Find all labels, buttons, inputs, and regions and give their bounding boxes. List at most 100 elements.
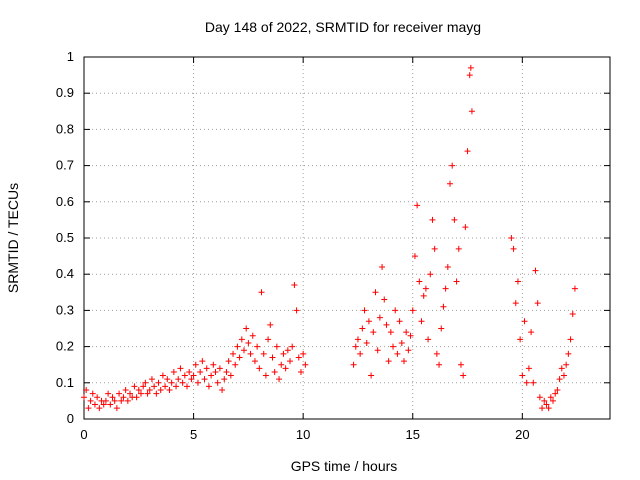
data-point <box>295 354 302 361</box>
y-tick-label: 1 <box>67 49 74 64</box>
data-point <box>394 350 401 357</box>
data-point <box>547 394 554 401</box>
data-point <box>545 405 552 412</box>
data-point <box>124 397 131 404</box>
data-point <box>365 318 372 325</box>
data-point <box>436 361 443 368</box>
data-point <box>396 318 403 325</box>
data-point <box>379 263 386 270</box>
data-point <box>151 383 158 390</box>
data-point <box>528 329 535 336</box>
data-point <box>153 390 160 397</box>
data-point <box>203 365 210 372</box>
data-point <box>300 350 307 357</box>
data-point <box>87 397 94 404</box>
data-point <box>100 401 107 408</box>
data-point <box>267 321 274 328</box>
data-point <box>414 202 421 209</box>
data-point <box>512 300 519 307</box>
data-point <box>558 365 565 372</box>
data-point <box>407 332 414 339</box>
data-point <box>186 368 193 375</box>
data-point <box>146 387 153 394</box>
data-point <box>89 390 96 397</box>
data-point <box>438 325 445 332</box>
data-point <box>148 376 155 383</box>
data-point <box>383 321 390 328</box>
data-point <box>517 336 524 343</box>
y-axis-label: SRMTID / TECUs <box>5 183 21 293</box>
data-point <box>85 405 92 412</box>
data-point <box>122 387 129 394</box>
data-point <box>451 216 458 223</box>
data-point <box>403 329 410 336</box>
data-point <box>140 383 147 390</box>
data-point <box>293 307 300 314</box>
data-point <box>370 329 377 336</box>
data-point <box>525 365 532 372</box>
data-point <box>142 379 149 386</box>
data-point <box>175 376 182 383</box>
data-point <box>262 372 269 379</box>
data-point <box>536 394 543 401</box>
data-point <box>569 311 576 318</box>
data-point <box>214 379 221 386</box>
data-point <box>230 350 237 357</box>
data-point <box>91 401 98 408</box>
data-point <box>523 379 530 386</box>
data-point <box>433 350 440 357</box>
data-point <box>543 401 550 408</box>
x-tick-label: 20 <box>515 427 529 442</box>
data-point <box>249 332 256 339</box>
data-point <box>372 289 379 296</box>
data-point <box>385 358 392 365</box>
chart-title: Day 148 of 2022, SRMTID for receiver may… <box>205 19 481 35</box>
data-point <box>567 336 574 343</box>
data-point <box>392 307 399 314</box>
y-tick-label: 0.2 <box>56 339 74 354</box>
plot-frame <box>83 56 611 420</box>
data-point <box>534 300 541 307</box>
data-point <box>159 372 166 379</box>
data-point <box>135 387 142 394</box>
data-point <box>227 372 234 379</box>
data-point <box>361 307 368 314</box>
x-axis-label: GPS time / hours <box>291 458 398 474</box>
data-point <box>400 358 407 365</box>
data-point <box>468 108 475 115</box>
data-point <box>354 336 361 343</box>
data-point <box>291 282 298 289</box>
data-point <box>363 339 370 346</box>
data-point <box>232 361 239 368</box>
data-point <box>210 361 217 368</box>
data-point <box>541 397 548 404</box>
data-point <box>192 361 199 368</box>
data-point <box>440 303 447 310</box>
data-point <box>225 358 232 365</box>
data-point <box>181 372 188 379</box>
data-point <box>530 379 537 386</box>
data-point <box>287 358 294 365</box>
data-point <box>554 387 561 394</box>
data-point <box>467 64 474 71</box>
grid <box>84 57 610 419</box>
data-point <box>350 361 357 368</box>
data-point <box>455 245 462 252</box>
data-point <box>133 394 140 401</box>
data-point <box>199 358 206 365</box>
data-point <box>519 372 526 379</box>
data-point <box>390 343 397 350</box>
data-point <box>197 368 204 375</box>
data-point <box>221 376 228 383</box>
data-point <box>422 285 429 292</box>
data-point <box>238 336 245 343</box>
data-point <box>265 336 272 343</box>
data-point <box>429 216 436 223</box>
data-point <box>271 368 278 375</box>
data-point <box>532 267 539 274</box>
data-point <box>236 354 243 361</box>
data-point <box>219 387 226 394</box>
y-tick-label: 0.4 <box>56 266 74 281</box>
data-point <box>418 318 425 325</box>
data-point <box>563 361 570 368</box>
